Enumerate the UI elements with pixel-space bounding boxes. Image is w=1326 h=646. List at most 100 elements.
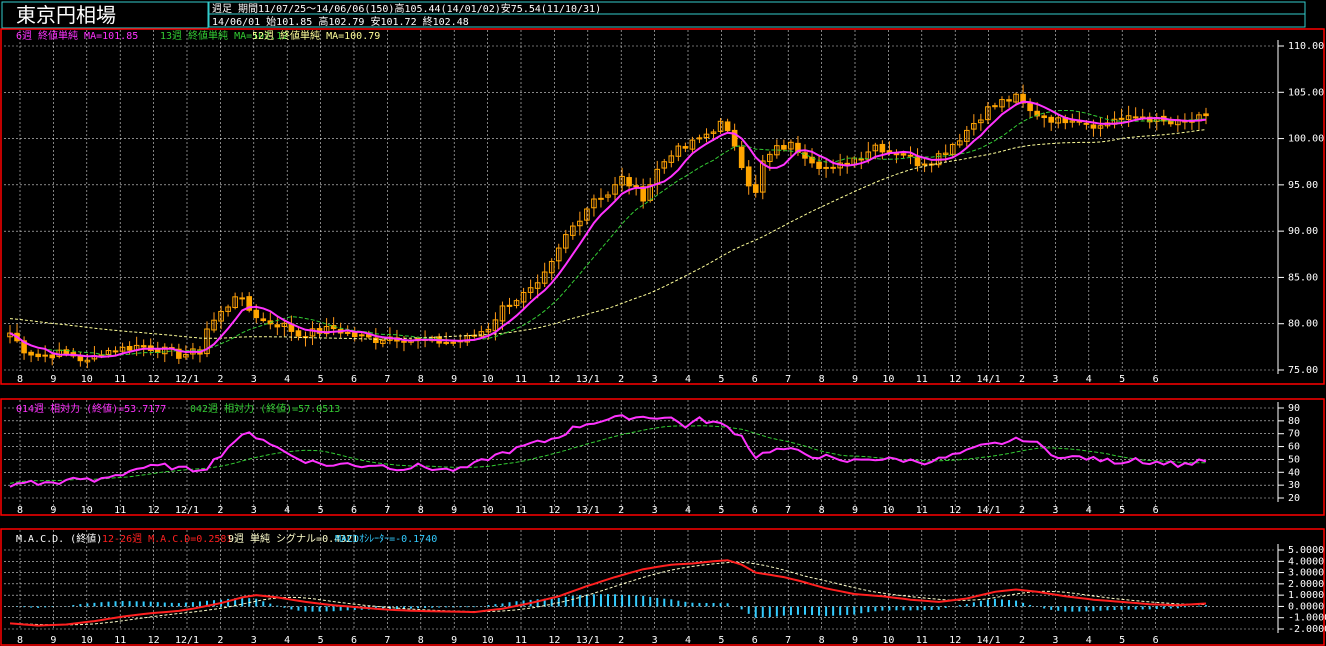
candle-up: [956, 140, 963, 146]
candle-up: [696, 137, 703, 140]
candle-down: [1027, 103, 1033, 112]
candle-up: [605, 194, 611, 198]
candle-up: [710, 131, 717, 134]
candle-down: [1048, 116, 1055, 123]
candle-up: [964, 129, 970, 142]
candle-up: [598, 197, 604, 200]
candle-down: [1132, 116, 1139, 119]
candle-up: [443, 341, 449, 344]
candle-down: [626, 177, 632, 187]
price-y-tick-label: 100.00: [1288, 134, 1324, 145]
macd-y-tick-label: 3.0000: [1288, 568, 1324, 579]
price-y-tick-label: 105.00: [1288, 87, 1324, 98]
rsi-y-tick-label: 80: [1288, 416, 1300, 427]
candle-down: [351, 332, 358, 338]
candle-up: [612, 184, 618, 195]
macd-panel-frame: [0, 528, 1325, 646]
candle-down: [1006, 99, 1012, 102]
candle-down: [907, 154, 914, 157]
x-tick-label-macd: 10: [81, 635, 93, 646]
candle-down: [640, 186, 646, 202]
candle-up: [689, 139, 696, 150]
candle-up: [42, 354, 48, 357]
x-tick-label-price: 10: [482, 374, 494, 385]
x-tick-label-rsi: 10: [882, 505, 894, 516]
candle-up: [767, 153, 773, 162]
candle-up: [1013, 93, 1019, 103]
candle-up: [105, 350, 112, 356]
ma-mid-line: [9, 109, 1207, 356]
candle-up: [978, 119, 984, 124]
x-tick-label-price: 12: [148, 374, 160, 385]
candle-up: [942, 152, 949, 155]
x-tick-label-rsi: 12: [148, 505, 160, 516]
macd-legend: 12-26週 M.A.C.D=0.2581: [102, 533, 232, 545]
x-tick-label-price: 2: [1019, 374, 1025, 385]
x-tick-label-macd: 5: [318, 635, 324, 646]
x-tick-label-price: 2: [217, 374, 223, 385]
x-tick-label-macd: 10: [482, 635, 494, 646]
x-tick-label-price: 9: [50, 374, 56, 385]
x-tick-label-price: 8: [17, 374, 23, 385]
x-tick-label-macd: 11: [114, 635, 126, 646]
x-tick-label-macd: 8: [17, 635, 23, 646]
x-tick-label-rsi: 13/1: [576, 505, 600, 516]
x-tick-label-rsi: 14/1: [977, 505, 1001, 516]
candle-up: [985, 106, 991, 121]
x-tick-label-rsi: 11: [916, 505, 928, 516]
x-tick-label-price: 4: [1086, 374, 1092, 385]
candle-up: [675, 145, 682, 157]
macd-y-tick-label: 4.0000: [1288, 556, 1324, 567]
candle-down: [77, 355, 84, 362]
candle-down: [1041, 115, 1047, 119]
grid-layer: [4, 30, 1276, 630]
candle-up: [661, 161, 668, 169]
macd-y-tick-label: -2.0000: [1288, 624, 1326, 635]
price-y-tick-label: 75.00: [1288, 365, 1318, 376]
candle-up: [527, 287, 534, 293]
x-tick-label-rsi: 9: [50, 505, 56, 516]
title-box: [1, 1, 209, 29]
candle-down: [373, 337, 379, 343]
ma-short-legend: 6週 終値単純 MA=101.85: [16, 29, 138, 42]
rsi-y-tick-label: 60: [1288, 442, 1300, 453]
x-tick-label-price: 7: [785, 374, 791, 385]
candle-up: [555, 247, 562, 262]
x-tick-label-macd: 7: [384, 635, 390, 646]
candle-up: [232, 296, 238, 309]
candle-down: [724, 121, 731, 132]
x-tick-label-price: 12/1: [175, 374, 199, 385]
rsi-y-tick-label: 20: [1288, 493, 1300, 504]
x-tick-label-macd: 2: [618, 635, 624, 646]
candle-down: [809, 156, 815, 164]
price-y-tick-label: 85.00: [1288, 272, 1318, 283]
candle-up: [211, 319, 217, 331]
rsi-y-tick-label: 90: [1288, 403, 1300, 414]
x-tick-label-macd: 2: [1019, 635, 1025, 646]
price-y-tick-label: 90.00: [1288, 226, 1318, 237]
x-tick-label-rsi: 12: [949, 505, 961, 516]
rsi-short-legend: 014週 相対力 (終値)=53.7177: [16, 402, 166, 415]
macd-plot: [9, 559, 1207, 627]
candle-down: [682, 146, 689, 149]
x-tick-label-price: 6: [351, 374, 357, 385]
x-tick-label-macd: 3: [1052, 635, 1058, 646]
candle-down: [126, 345, 133, 351]
x-tick-label-macd: 12: [949, 635, 961, 646]
macd-title: M.A.C.D. (終値): [16, 532, 102, 545]
macd-y-tick-label: -1.0000: [1288, 613, 1326, 624]
candle-down: [900, 153, 907, 156]
macd-line: [9, 559, 1207, 627]
candle-down: [879, 143, 886, 153]
x-tick-label-price: 12: [548, 374, 560, 385]
ma-mid-legend: 13週 終値単純 MA=102.12: [160, 29, 288, 42]
rsi-y-tick-label: 40: [1288, 467, 1300, 478]
x-tick-label-macd: 6: [351, 635, 357, 646]
x-tick-label-rsi: 8: [17, 505, 23, 516]
candle-up: [633, 185, 639, 188]
candle-up: [788, 141, 794, 150]
candle-up: [119, 346, 126, 352]
x-tick-label-rsi: 5: [318, 505, 324, 516]
x-tick-label-price: 14/1: [977, 374, 1001, 385]
latest-ohlc: 14/06/01 始101.85 高102.79 安101.72 終102.48: [212, 15, 469, 28]
